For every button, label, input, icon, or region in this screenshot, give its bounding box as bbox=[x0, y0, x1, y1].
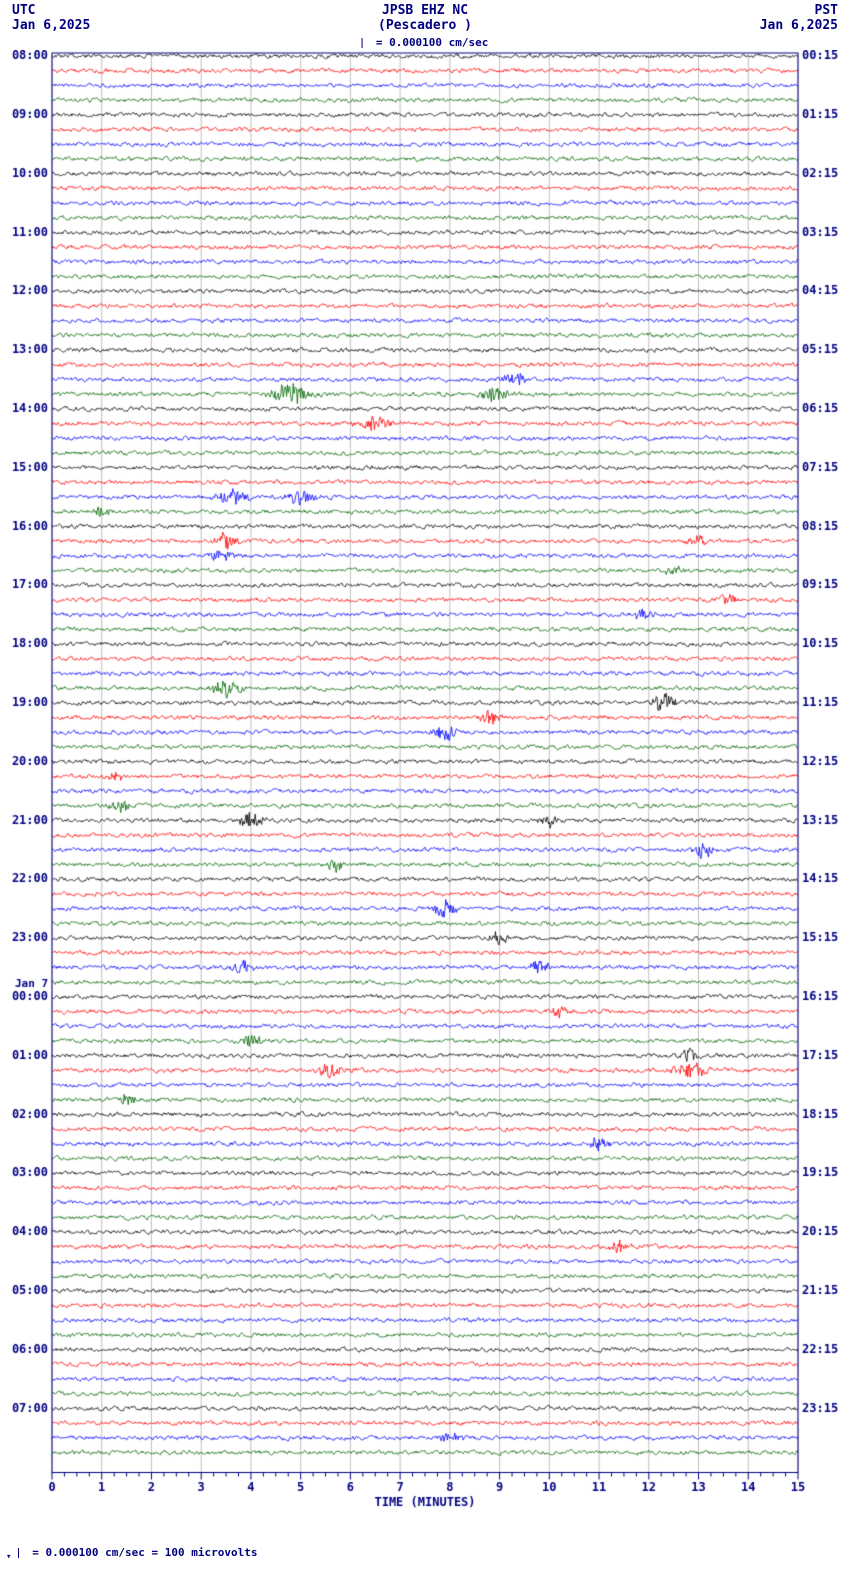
header-pst: PST Jan 6,2025 bbox=[760, 3, 838, 33]
station-code: JPSB EHZ NC bbox=[378, 3, 472, 18]
footer-tick-icon: ▾ bbox=[6, 1552, 11, 1562]
utc-label: UTC bbox=[12, 3, 90, 18]
footer-scale-bar-icon bbox=[18, 1548, 26, 1558]
scale-bar-icon bbox=[362, 38, 370, 48]
header-center: JPSB EHZ NC (Pescadero ) bbox=[378, 3, 472, 33]
scale-text: = 0.000100 cm/sec bbox=[369, 36, 488, 49]
pst-date: Jan 6,2025 bbox=[760, 18, 838, 33]
footer-text: = 0.000100 cm/sec = 100 microvolts bbox=[26, 1546, 258, 1559]
header: UTC Jan 6,2025 JPSB EHZ NC (Pescadero ) … bbox=[0, 0, 850, 50]
header-utc: UTC Jan 6,2025 bbox=[12, 3, 90, 33]
pst-label: PST bbox=[760, 3, 838, 18]
utc-date: Jan 6,2025 bbox=[12, 18, 90, 33]
header-scale: = 0.000100 cm/sec bbox=[362, 36, 489, 49]
helicorder-plot bbox=[0, 50, 850, 1540]
footer: ▾ = 0.000100 cm/sec = 100 microvolts bbox=[0, 1540, 850, 1562]
helicorder-canvas bbox=[0, 50, 850, 1540]
station-location: (Pescadero ) bbox=[378, 18, 472, 33]
